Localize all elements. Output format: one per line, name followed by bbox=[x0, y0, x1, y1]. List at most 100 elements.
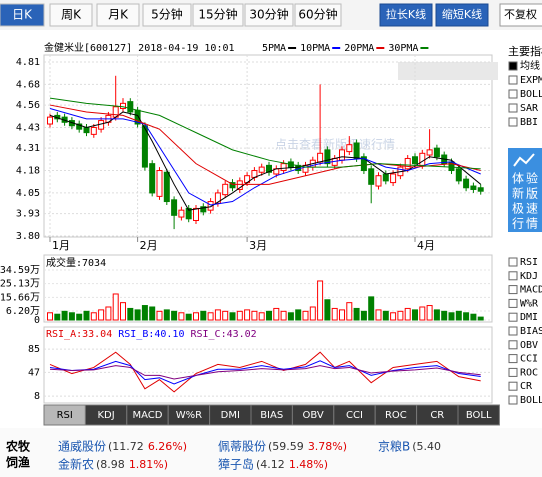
candle-body bbox=[390, 173, 397, 184]
candle-body bbox=[412, 156, 418, 165]
indicator-tab-label: MACD bbox=[133, 410, 163, 421]
y-tick-label: 4.05 bbox=[16, 188, 40, 199]
volume-bar bbox=[90, 312, 97, 321]
sub-item: DMI bbox=[520, 312, 538, 323]
candle-body bbox=[149, 163, 156, 194]
sidebar-item: BBI bbox=[520, 117, 538, 128]
period-label: 60分钟 bbox=[298, 7, 337, 22]
month-label: 4月 bbox=[417, 239, 435, 252]
sub-checkbox[interactable] bbox=[508, 354, 518, 364]
zoom-button[interactable] bbox=[379, 3, 433, 27]
stock-title: 金健米业[600127] 2018-04-19 10:01 bbox=[44, 41, 235, 54]
candle-body bbox=[455, 168, 462, 182]
sub-checkbox[interactable] bbox=[508, 285, 518, 295]
candle-body bbox=[207, 201, 214, 211]
zoom-button[interactable] bbox=[435, 3, 489, 27]
volume-bar bbox=[54, 313, 61, 321]
volume-bar bbox=[295, 309, 302, 321]
volume-bar bbox=[61, 310, 68, 321]
sub-item: ROC bbox=[520, 367, 538, 378]
sidebar-checkbox[interactable] bbox=[508, 89, 518, 99]
volume-bar bbox=[47, 312, 53, 321]
stock-change: 1.48%) bbox=[289, 458, 328, 471]
indicator-tab[interactable] bbox=[457, 404, 500, 426]
month-label: 3月 bbox=[249, 239, 267, 252]
sub-item: CR bbox=[520, 381, 533, 392]
y-tick-label: 4.68 bbox=[16, 79, 40, 90]
volume-bar bbox=[134, 309, 141, 321]
period-tab[interactable] bbox=[49, 3, 93, 27]
stock-change: 1.81%) bbox=[129, 458, 168, 471]
sidebar-title: 主要指标 bbox=[508, 44, 542, 58]
volume-bar bbox=[360, 310, 367, 321]
volume-bar bbox=[149, 306, 156, 321]
industry-label: 农牧 bbox=[5, 439, 31, 454]
volume-bar bbox=[470, 313, 477, 321]
volume-bar bbox=[127, 307, 134, 321]
stock-name[interactable]: 佩蒂股份 bbox=[218, 440, 266, 454]
volume-bar bbox=[309, 306, 316, 321]
volume-bar bbox=[412, 309, 418, 321]
period-label: 周K bbox=[61, 8, 82, 22]
promo-text: 极速 bbox=[512, 202, 540, 216]
sub-checkbox[interactable] bbox=[508, 326, 518, 336]
period-tab[interactable] bbox=[294, 3, 342, 27]
candle-body bbox=[90, 126, 97, 135]
sub-checkbox[interactable] bbox=[508, 298, 518, 308]
stock-name[interactable]: 京粮B bbox=[378, 439, 410, 454]
sidebar-checkbox[interactable] bbox=[508, 103, 518, 113]
watermark[interactable]: 点击查看新版极速行情 bbox=[275, 137, 395, 152]
volume-bar bbox=[331, 307, 338, 321]
period-tab[interactable] bbox=[244, 3, 294, 27]
zoom-label: 拉长K线 bbox=[386, 7, 426, 21]
sub-checkbox[interactable] bbox=[508, 271, 518, 281]
volume-header: 成交量:7034 bbox=[46, 256, 106, 269]
candle-body bbox=[163, 171, 170, 203]
adjust-label: 不复权 bbox=[504, 7, 537, 21]
sidebar-checkbox[interactable] bbox=[508, 61, 518, 71]
month-label: 2月 bbox=[140, 239, 158, 252]
sidebar-checkbox[interactable] bbox=[508, 117, 518, 127]
sub-checkbox[interactable] bbox=[508, 381, 518, 391]
indicator-tab-label: BIAS bbox=[260, 410, 283, 421]
period-tab[interactable] bbox=[192, 3, 244, 27]
sidebar-checkbox[interactable] bbox=[508, 75, 518, 85]
sub-checkbox[interactable] bbox=[508, 367, 518, 377]
candle-body bbox=[200, 206, 207, 213]
volume-bar bbox=[76, 313, 83, 321]
volume-bar bbox=[207, 312, 214, 321]
sub-checkbox[interactable] bbox=[508, 395, 518, 405]
volume-bar bbox=[477, 316, 484, 321]
sub-item: W%R bbox=[520, 298, 539, 309]
stock-name[interactable]: 獐子岛 bbox=[218, 457, 254, 472]
sub-checkbox[interactable] bbox=[508, 312, 518, 322]
volume-bar bbox=[302, 310, 309, 321]
y-tick-label: 3.93 bbox=[16, 209, 40, 220]
sidebar-item: BOLL bbox=[520, 89, 542, 100]
indicator-tab-label: W%R bbox=[176, 410, 202, 421]
period-tab[interactable] bbox=[0, 3, 45, 27]
sidebar-item: EXPMA bbox=[520, 75, 542, 86]
volume-bar bbox=[448, 312, 455, 321]
volume-bar bbox=[433, 309, 440, 321]
y-tick-label: 3.80 bbox=[16, 231, 40, 242]
sub-checkbox[interactable] bbox=[508, 257, 518, 267]
candle-body bbox=[317, 152, 324, 163]
candle-body bbox=[419, 152, 426, 166]
candle-body bbox=[156, 170, 163, 197]
period-tab[interactable] bbox=[96, 3, 140, 27]
period-tab[interactable] bbox=[142, 3, 192, 27]
rsi-tick-label: 47 bbox=[28, 367, 40, 378]
sub-checkbox[interactable] bbox=[508, 340, 518, 350]
promo-text: 行情 bbox=[512, 217, 540, 231]
volume-bar bbox=[382, 310, 389, 321]
promo-icon bbox=[513, 153, 535, 167]
candle-body bbox=[229, 182, 236, 189]
volume-bar bbox=[441, 310, 448, 321]
volume-tick-label: 0 bbox=[34, 315, 40, 326]
stock-name[interactable]: 通威股份 bbox=[58, 440, 106, 454]
adjust-select[interactable] bbox=[499, 3, 542, 27]
stock-name[interactable]: 金新农 bbox=[58, 457, 94, 472]
stock-change: 6.26%) bbox=[148, 440, 187, 453]
